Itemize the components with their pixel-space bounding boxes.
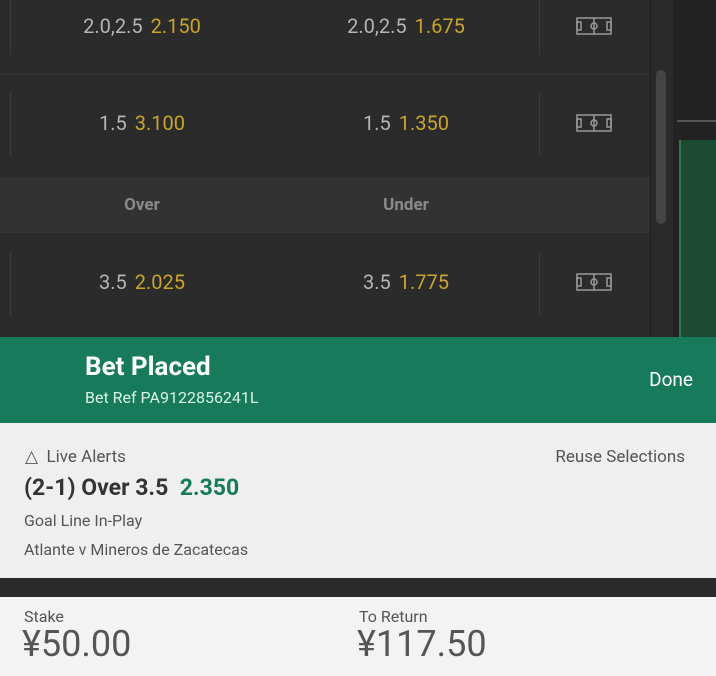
reuse-selections[interactable]: Reuse Selections	[555, 447, 685, 467]
odds: 2.025	[134, 270, 185, 294]
selection-odds: 2.350	[179, 474, 240, 501]
stake: ¥50.00	[22, 623, 132, 665]
odds-cell[interactable]: 2.0,2.5 1.675	[276, 14, 536, 38]
odds-cell[interactable]: 3.5 2.025	[12, 270, 272, 294]
live-alerts[interactable]: △ Live Alerts	[25, 447, 126, 467]
live-alerts-label: Live Alerts	[46, 447, 126, 467]
separator	[10, 252, 11, 316]
market-row[interactable]: 1.5 3.100 1.5 1.350	[0, 75, 650, 179]
pitch-icon[interactable]	[576, 114, 612, 132]
divider	[677, 120, 716, 122]
line: 2.0,2.5	[347, 14, 407, 38]
odds: 1.775	[398, 270, 449, 294]
pitch-icon[interactable]	[576, 273, 612, 291]
separator	[539, 0, 540, 55]
odds-cell[interactable]: 1.5 3.100	[12, 111, 272, 135]
bet-ref: Bet Ref PA9122856241L	[85, 388, 259, 407]
market-row[interactable]: 3.5 2.025 3.5 1.775	[0, 234, 650, 338]
event-name: Atlante v Mineros de Zacatecas	[24, 540, 249, 559]
stake-label: Stake	[24, 607, 64, 626]
separator	[10, 92, 11, 156]
return: ¥117.50	[357, 623, 487, 665]
market-row[interactable]: 2.0,2.5 2.150 2.0,2.5 1.675	[0, 0, 650, 75]
line: 1.5	[99, 111, 127, 135]
footer: Stake ¥50.00 To Return ¥117.50	[0, 597, 716, 676]
odds: 3.100	[134, 111, 185, 135]
separator	[539, 92, 540, 156]
odds: 1.675	[414, 14, 465, 38]
odds: 1.350	[398, 111, 449, 135]
selection-name: (2-1) Over 3.5	[24, 474, 169, 501]
header-over: Over	[124, 195, 160, 215]
line: 3.5	[99, 270, 127, 294]
market-name: Goal Line In-Play	[24, 511, 143, 530]
line: 3.5	[363, 270, 391, 294]
odds-cell[interactable]: 2.0,2.5 2.150	[12, 14, 272, 38]
separator	[650, 0, 651, 337]
bet-panel: △ Live Alerts Reuse Selections (2-1) Ove…	[0, 423, 716, 578]
odds-cell[interactable]: 3.5 1.775	[276, 270, 536, 294]
side-highlight	[679, 140, 716, 337]
scrollbar[interactable]	[656, 70, 666, 224]
pitch-icon[interactable]	[576, 17, 612, 35]
odds: 2.150	[150, 14, 201, 38]
odds-cell[interactable]: 1.5 1.350	[276, 111, 536, 135]
separator	[539, 252, 540, 316]
separator	[10, 0, 11, 55]
header-under: Under	[383, 195, 429, 215]
selection-title: (2-1) Over 3.5 2.350	[24, 474, 239, 501]
line: 2.0,2.5	[83, 14, 143, 38]
line: 1.5	[363, 111, 391, 135]
return-label: To Return	[359, 607, 428, 626]
done-button[interactable]: Done	[649, 368, 693, 391]
banner-title: Bet Placed	[85, 352, 211, 382]
column-header: Over Under	[0, 179, 650, 233]
bet-placed-banner: Bet Placed Bet Ref PA9122856241L Done	[0, 337, 716, 423]
selection: (2-1) Over 3.5 2.350 Goal Line In-Play A…	[0, 465, 716, 578]
side-panel	[673, 0, 716, 337]
